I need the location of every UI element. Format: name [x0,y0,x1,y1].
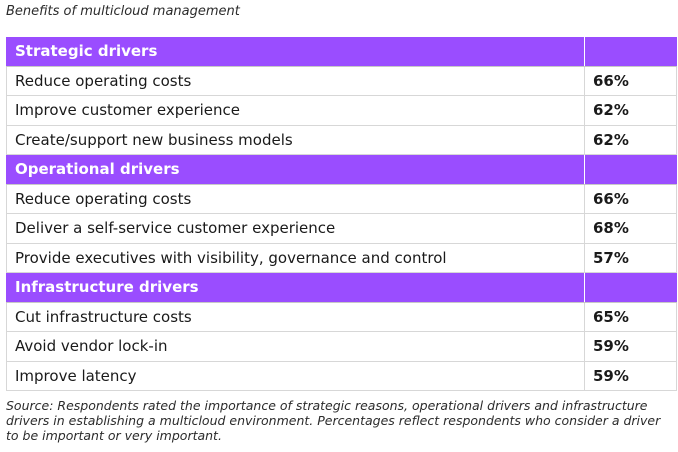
source-note: Source: Respondents rated the importance… [6,398,661,443]
driver-percentage: 66% [584,66,677,96]
section-header-operational: Operational drivers [6,154,677,185]
table-row: Improve latency 59% [6,361,677,391]
table-row: Improve customer experience 62% [6,95,677,126]
section-heading-value-cell [584,154,677,185]
table-row: Deliver a self-service customer experien… [6,213,677,244]
driver-percentage: 62% [584,125,677,155]
driver-label: Create/support new business models [6,125,585,155]
driver-label: Reduce operating costs [6,184,585,214]
driver-label: Provide executives with visibility, gove… [6,243,585,273]
section-header-infrastructure: Infrastructure drivers [6,272,677,303]
section-heading-value-cell [584,272,677,303]
table-title: Benefits of multicloud management [6,4,240,19]
drivers-table: Strategic drivers Reduce operating costs… [6,37,677,391]
section-header-strategic: Strategic drivers [6,37,677,67]
section-heading: Strategic drivers [6,37,585,67]
driver-label: Reduce operating costs [6,66,585,96]
driver-label: Avoid vendor lock-in [6,331,585,362]
driver-percentage: 68% [584,213,677,244]
table-row: Cut infrastructure costs 65% [6,302,677,332]
driver-percentage: 59% [584,361,677,391]
table-row: Create/support new business models 62% [6,125,677,155]
driver-label: Deliver a self-service customer experien… [6,213,585,244]
section-heading-value-cell [584,37,677,67]
driver-percentage: 65% [584,302,677,332]
table-row: Reduce operating costs 66% [6,66,677,96]
driver-percentage: 66% [584,184,677,214]
table-row: Reduce operating costs 66% [6,184,677,214]
driver-label: Cut infrastructure costs [6,302,585,332]
driver-label: Improve customer experience [6,95,585,126]
table-row: Avoid vendor lock-in 59% [6,331,677,362]
driver-percentage: 57% [584,243,677,273]
driver-percentage: 59% [584,331,677,362]
driver-label: Improve latency [6,361,585,391]
driver-percentage: 62% [584,95,677,126]
section-heading: Infrastructure drivers [6,272,585,303]
table-row: Provide executives with visibility, gove… [6,243,677,273]
section-heading: Operational drivers [6,154,585,185]
